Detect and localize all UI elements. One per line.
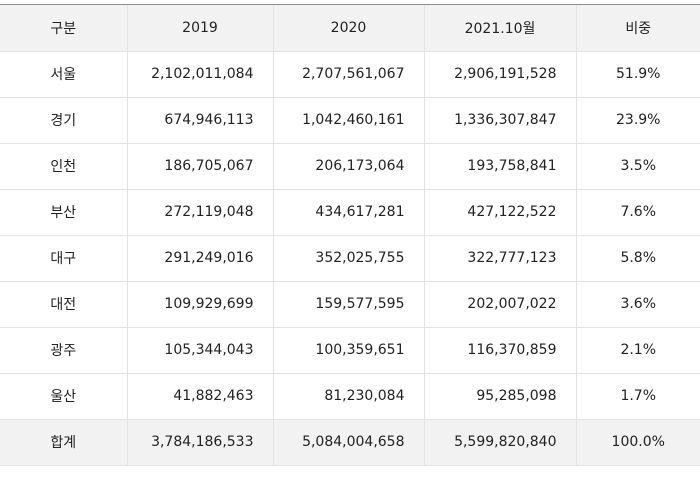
row-region: 대구: [0, 235, 128, 282]
cell-2021-oct: 427,122,522: [424, 189, 577, 236]
row-region: 울산: [0, 373, 128, 420]
header-2020: 2020: [273, 5, 425, 52]
header-share: 비중: [576, 5, 700, 52]
cell-2020: 81,230,084: [273, 373, 425, 420]
cell-2020: 100,359,651: [273, 327, 425, 374]
cell-2019: 186,705,067: [127, 143, 274, 190]
cell-2019: 109,929,699: [127, 281, 274, 328]
cell-2020: 1,042,460,161: [273, 97, 425, 144]
cell-2021-oct: 2,906,191,528: [424, 51, 577, 98]
table-top-border: [0, 4, 700, 5]
cell-2019: 674,946,113: [127, 97, 274, 144]
total-share: 100.0%: [576, 419, 700, 466]
cell-2019: 272,119,048: [127, 189, 274, 236]
row-region: 광주: [0, 327, 128, 374]
cell-2021-oct: 95,285,098: [424, 373, 577, 420]
cell-2020: 2,707,561,067: [273, 51, 425, 98]
row-region: 경기: [0, 97, 128, 144]
row-region: 부산: [0, 189, 128, 236]
cell-share: 51.9%: [576, 51, 700, 98]
cell-share: 2.1%: [576, 327, 700, 374]
cell-2020: 434,617,281: [273, 189, 425, 236]
total-row: 합계 3,784,186,533 5,084,004,658 5,599,820…: [0, 419, 700, 466]
total-2019: 3,784,186,533: [127, 419, 274, 466]
row-region: 대전: [0, 281, 128, 328]
cell-2019: 41,882,463: [127, 373, 274, 420]
header-2019: 2019: [127, 5, 274, 52]
table-header: 구분 2019 2020 2021.10월 비중: [0, 5, 700, 52]
row-region: 인천: [0, 143, 128, 190]
cell-share: 3.5%: [576, 143, 700, 190]
header-category: 구분: [0, 5, 128, 52]
table-row: 서울 2,102,011,084 2,707,561,067 2,906,191…: [0, 51, 700, 98]
total-label: 합계: [0, 419, 128, 466]
cell-2020: 206,173,064: [273, 143, 425, 190]
cell-2021-oct: 193,758,841: [424, 143, 577, 190]
table-row: 울산 41,882,463 81,230,084 95,285,098 1.7%: [0, 373, 700, 420]
table-row: 대구 291,249,016 352,025,755 322,777,123 5…: [0, 235, 700, 282]
total-2021-oct: 5,599,820,840: [424, 419, 577, 466]
regional-data-table: 구분 2019 2020 2021.10월 비중 서울 2,102,011,08…: [0, 5, 700, 466]
cell-2021-oct: 1,336,307,847: [424, 97, 577, 144]
table-row: 부산 272,119,048 434,617,281 427,122,522 7…: [0, 189, 700, 236]
table-row: 대전 109,929,699 159,577,595 202,007,022 3…: [0, 281, 700, 328]
cell-2020: 352,025,755: [273, 235, 425, 282]
cell-2021-oct: 202,007,022: [424, 281, 577, 328]
cell-share: 1.7%: [576, 373, 700, 420]
cell-2019: 105,344,043: [127, 327, 274, 374]
cell-2021-oct: 116,370,859: [424, 327, 577, 374]
cell-2019: 2,102,011,084: [127, 51, 274, 98]
table-row: 경기 674,946,113 1,042,460,161 1,336,307,8…: [0, 97, 700, 144]
cell-2019: 291,249,016: [127, 235, 274, 282]
header-2021-oct: 2021.10월: [424, 5, 577, 52]
cell-share: 23.9%: [576, 97, 700, 144]
row-region: 서울: [0, 51, 128, 98]
table-body: 서울 2,102,011,084 2,707,561,067 2,906,191…: [0, 51, 700, 466]
table-row: 광주 105,344,043 100,359,651 116,370,859 2…: [0, 327, 700, 374]
cell-2020: 159,577,595: [273, 281, 425, 328]
table-row: 인천 186,705,067 206,173,064 193,758,841 3…: [0, 143, 700, 190]
cell-share: 3.6%: [576, 281, 700, 328]
cell-2021-oct: 322,777,123: [424, 235, 577, 282]
header-row: 구분 2019 2020 2021.10월 비중: [0, 5, 700, 52]
cell-share: 5.8%: [576, 235, 700, 282]
cell-share: 7.6%: [576, 189, 700, 236]
total-2020: 5,084,004,658: [273, 419, 425, 466]
